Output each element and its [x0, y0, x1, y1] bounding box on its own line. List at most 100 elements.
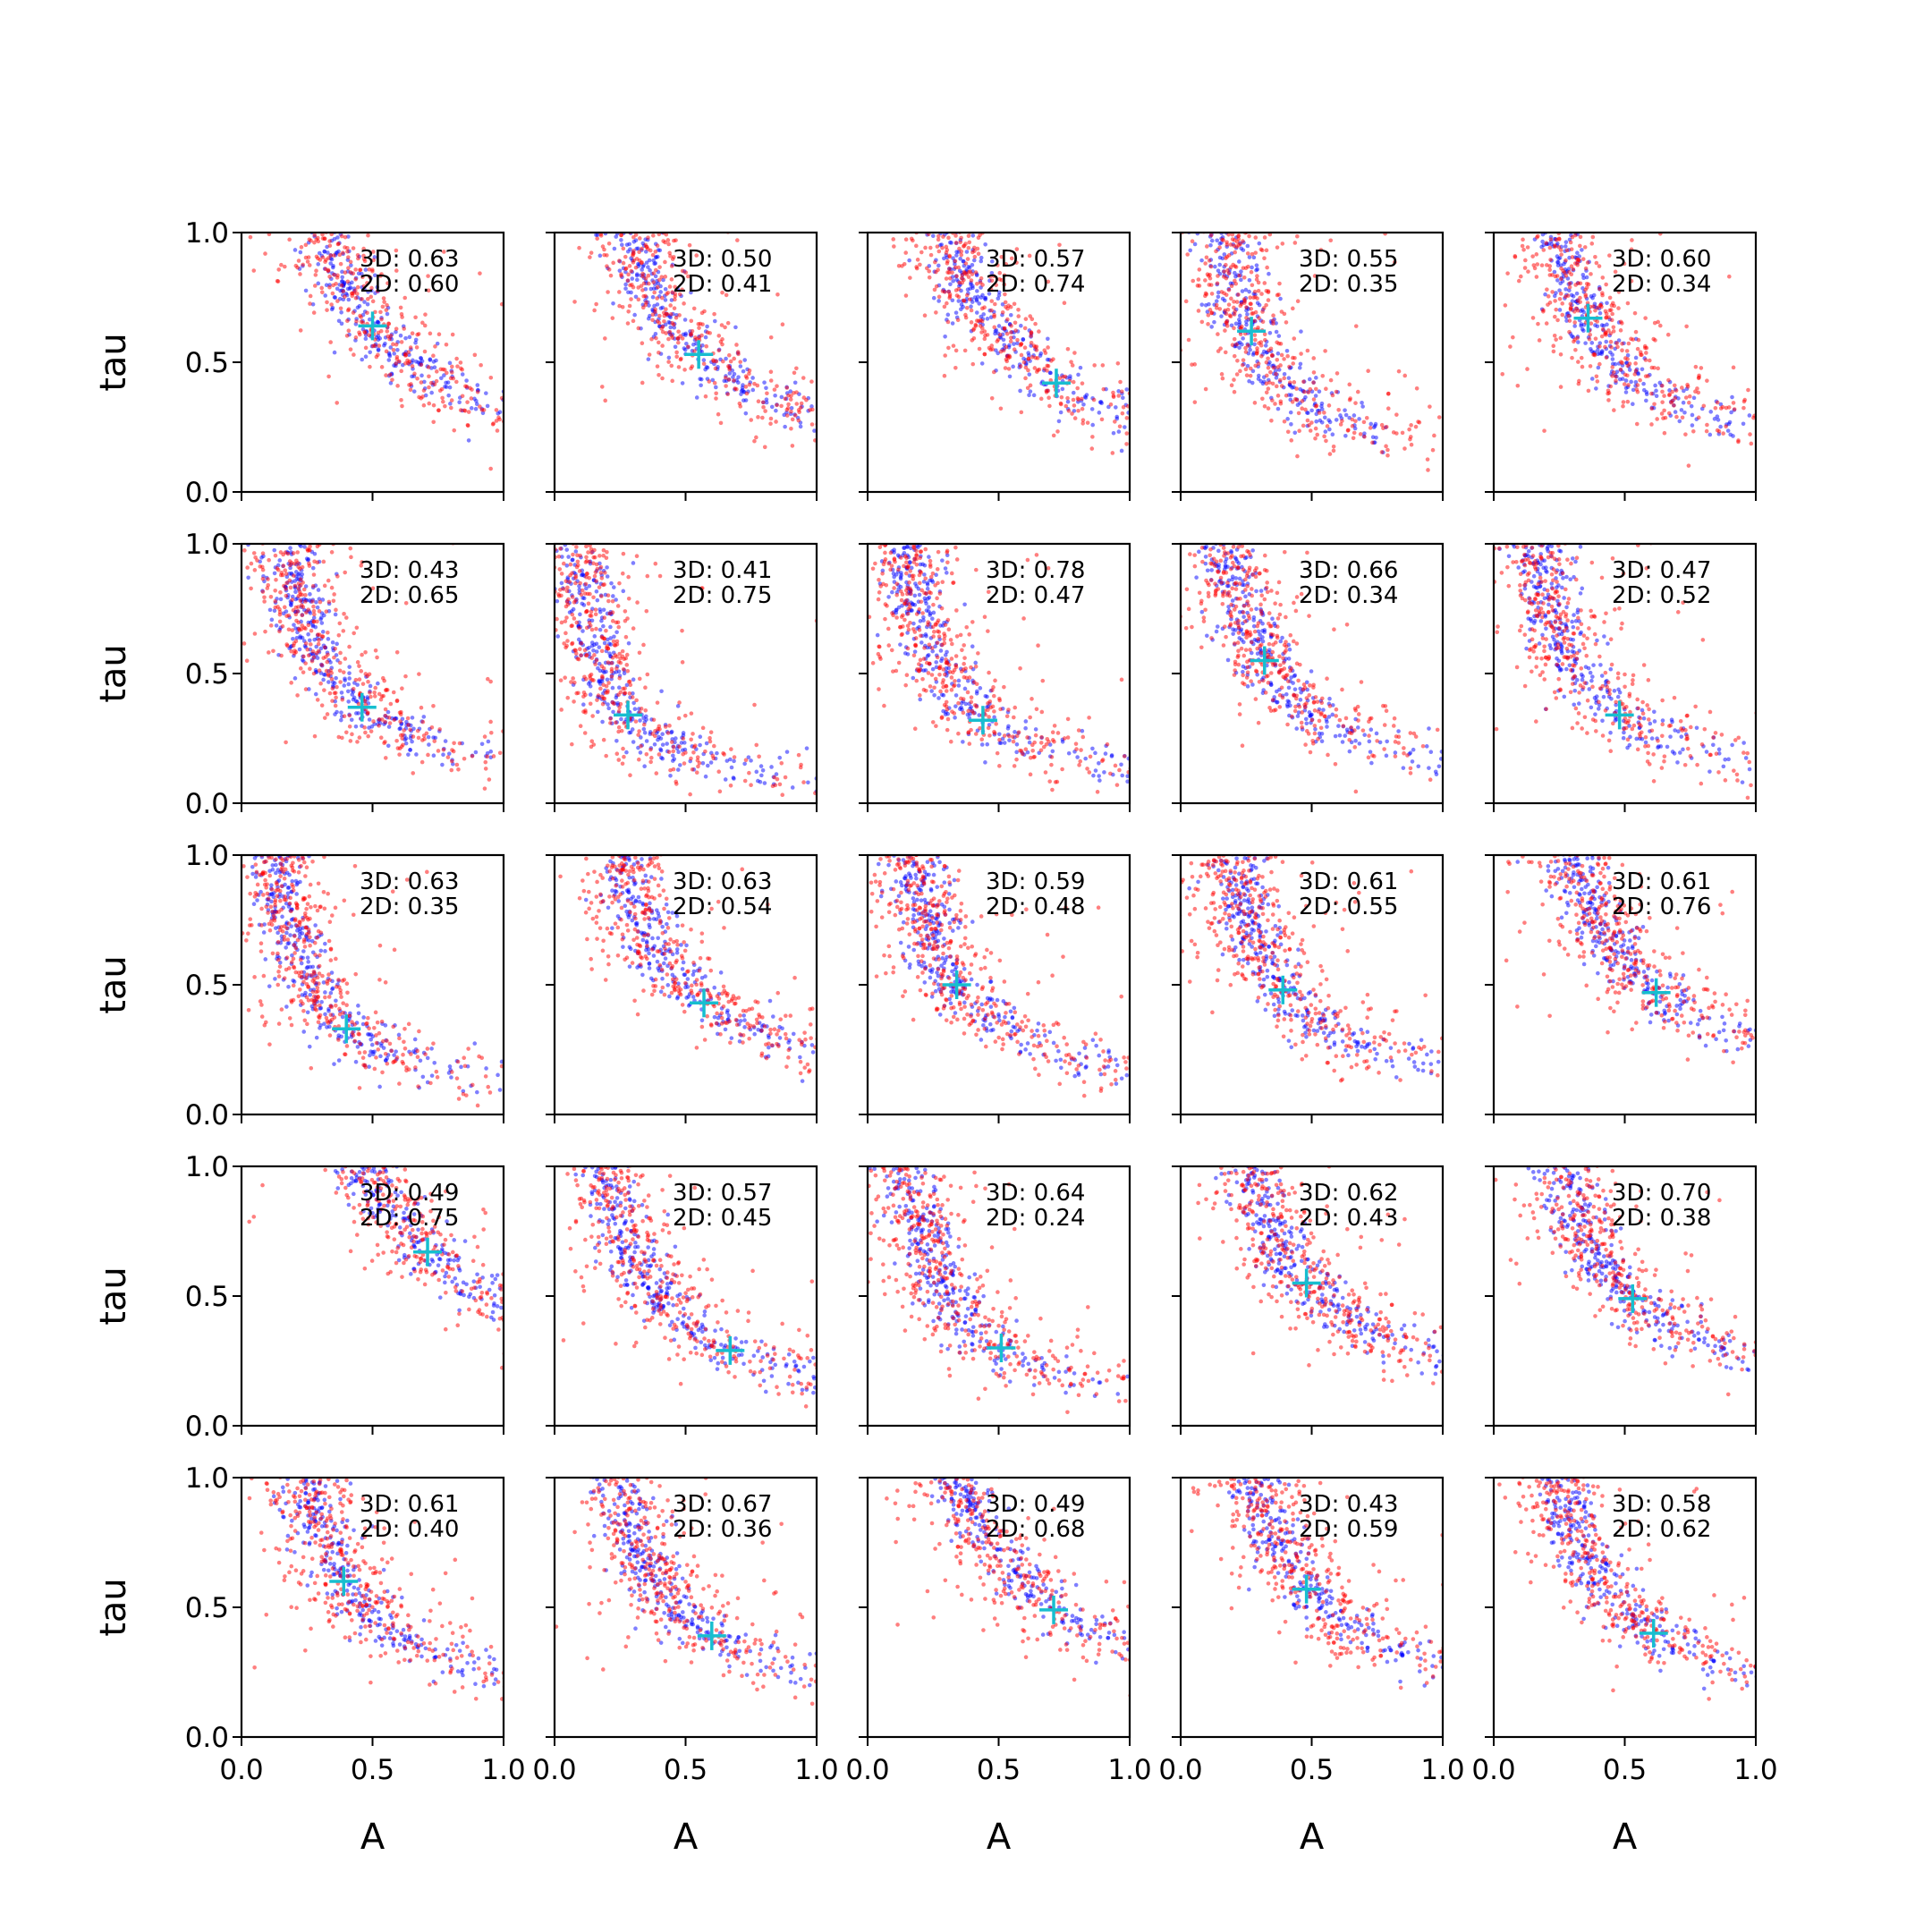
point-3d [1254, 193, 1258, 198]
point-2d [1542, 179, 1546, 183]
point-3d [313, 176, 318, 181]
point-2d [1168, 240, 1173, 244]
point-2d [384, 373, 388, 377]
point-2d [1870, 495, 1875, 499]
point-2d [1596, 218, 1600, 223]
point-3d [1227, 227, 1232, 232]
point-2d [1810, 461, 1815, 465]
point-2d [284, 215, 288, 219]
point-2d [1302, 390, 1307, 394]
point-3d [1079, 366, 1083, 370]
point-3d [1205, 428, 1209, 433]
point-2d [1610, 374, 1614, 378]
point-3d [434, 359, 438, 363]
point-2d [635, 167, 640, 172]
point-3d [1357, 417, 1361, 421]
point-3d [639, 208, 643, 213]
point-3d [1210, 239, 1215, 243]
point-3d [320, 211, 325, 216]
point-2d [317, 240, 321, 244]
point-3d [1324, 429, 1328, 434]
point-2d [656, 364, 660, 369]
point-3d [1555, 187, 1559, 191]
point-2d [1588, 143, 1592, 148]
point-3d [316, 216, 320, 221]
point-2d [1531, 220, 1536, 225]
point-2d [1240, 325, 1244, 329]
point-2d [635, 452, 640, 456]
point-2d [660, 296, 665, 301]
point-2d [1571, 198, 1575, 202]
point-2d [388, 373, 393, 377]
point-2d [708, 331, 712, 335]
point-3d [1558, 308, 1563, 312]
point-2d [1414, 425, 1419, 429]
point-3d [624, 178, 629, 182]
point-2d [773, 387, 777, 392]
point-2d [317, 122, 321, 126]
point-2d [902, 196, 907, 200]
point-3d [938, 191, 943, 195]
point-2d [1577, 207, 1581, 211]
point-3d [1156, 394, 1160, 399]
point-2d [663, 260, 667, 265]
point-2d [975, 223, 979, 227]
point-2d [1717, 429, 1722, 434]
point-3d [762, 380, 767, 385]
point-2d [323, 237, 327, 242]
point-2d [306, 259, 310, 264]
point-2d [1013, 347, 1017, 352]
point-3d [313, 136, 318, 140]
point-2d [1249, 367, 1253, 371]
point-3d [1555, 123, 1559, 127]
point-3d [329, 148, 334, 152]
point-2d [682, 301, 686, 306]
point-2d [335, 401, 339, 405]
point-2d [1233, 160, 1238, 165]
point-3d [1090, 407, 1095, 411]
point-2d [358, 181, 362, 185]
point-2d [775, 384, 779, 388]
point-2d [1186, 409, 1191, 413]
point-3d [1558, 149, 1563, 154]
point-3d [1540, 148, 1545, 153]
point-2d [1272, 366, 1276, 370]
point-3d [323, 293, 327, 298]
point-2d [445, 343, 449, 347]
point-2d [1250, 171, 1255, 175]
point-2d [473, 353, 478, 358]
point-2d [359, 141, 363, 146]
point-2d [1141, 423, 1146, 428]
point-3d [329, 155, 334, 159]
point-2d [1030, 341, 1034, 345]
point-3d [1241, 427, 1246, 431]
point-3d [945, 216, 950, 220]
point-2d [1566, 202, 1571, 207]
point-3d [1596, 179, 1600, 183]
point-2d [1555, 183, 1559, 188]
point-3d [613, 158, 617, 163]
point-2d [1530, 195, 1535, 199]
point-2d [1339, 422, 1343, 427]
point-2d [1645, 474, 1649, 479]
point-3d [322, 184, 326, 189]
point-3d [1213, 222, 1217, 226]
point-2d [835, 426, 839, 430]
point-2d [801, 455, 806, 460]
point-2d [1535, 235, 1539, 240]
point-3d [1716, 418, 1721, 422]
point-2d [637, 223, 641, 227]
point-2d [802, 395, 807, 400]
point-2d [693, 335, 698, 340]
point-2d [1233, 238, 1237, 242]
point-2d [1208, 222, 1212, 226]
point-2d [300, 147, 304, 151]
point-2d [810, 422, 815, 427]
point-2d [702, 309, 707, 314]
point-2d [1519, 175, 1523, 180]
point-3d [1220, 168, 1224, 173]
point-2d [1257, 195, 1261, 199]
point-3d [913, 182, 918, 186]
point-3d [1289, 411, 1293, 415]
point-2d [607, 223, 612, 227]
